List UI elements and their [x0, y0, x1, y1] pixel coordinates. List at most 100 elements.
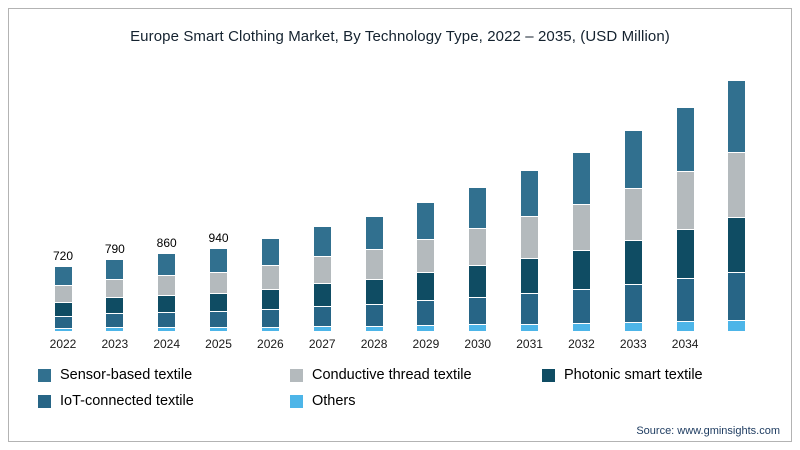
bar-segment-conductive-thread-textile — [158, 276, 176, 295]
bar-segment-photonic-smart-textile — [261, 290, 279, 309]
bar-segment-photonic-smart-textile — [54, 303, 72, 316]
bar-value-label: 940 — [208, 231, 229, 245]
bar-segment-conductive-thread-textile — [313, 257, 331, 283]
bar-segment-iot-connected-textile — [624, 285, 642, 322]
bar-segment-sensor-based-textile — [676, 108, 694, 171]
bar-segment-others — [106, 328, 124, 331]
x-axis: 2022 2023 2024 2025 2026 2027 2028 2029 2030 2031… — [45, 337, 755, 351]
bar-segment-iot-connected-textile — [261, 310, 279, 327]
bar-segment-others — [676, 322, 694, 331]
bar-segment-photonic-smart-textile — [728, 218, 746, 272]
bar-segment-others — [469, 325, 487, 331]
bar-2031 — [512, 171, 548, 331]
bar-2024: 860 — [149, 236, 185, 331]
bar-segment-conductive-thread-textile — [417, 240, 435, 272]
bar-segment-iot-connected-textile — [210, 312, 228, 327]
bar-segment-iot-connected-textile — [365, 305, 383, 326]
bar-value-label: 860 — [156, 236, 177, 250]
legend-label: Others — [312, 393, 356, 409]
legend-swatch-iot-connected-textile — [38, 394, 51, 408]
bar-2033 — [615, 131, 651, 331]
bar-segment-photonic-smart-textile — [676, 230, 694, 278]
bar-segment-photonic-smart-textile — [572, 251, 590, 289]
bar-segment-others — [417, 326, 435, 331]
legend-item-iot-connected-textile: IoT-connected textile — [38, 393, 290, 409]
bar-segment-sensor-based-textile — [261, 239, 279, 265]
bar-segment-photonic-smart-textile — [521, 259, 539, 293]
bar-segment-others — [728, 321, 746, 331]
bar-segment-photonic-smart-textile — [106, 298, 124, 313]
plot-area: 720 790 860 940 — [45, 71, 755, 331]
source-credit: Source: www.gminsights.com — [636, 425, 780, 437]
bar-segment-conductive-thread-textile — [676, 172, 694, 229]
bar-segment-iot-connected-textile — [417, 301, 435, 325]
bar-segment-conductive-thread-textile — [469, 229, 487, 265]
bar-segment-photonic-smart-textile — [469, 266, 487, 297]
bar-value-label: 790 — [104, 242, 125, 256]
legend-item-photonic-smart-textile: Photonic smart textile — [542, 367, 800, 383]
bar-2028 — [356, 217, 392, 331]
legend-swatch-others — [290, 394, 303, 408]
x-tick-label: 2022 — [49, 337, 77, 351]
bar-2026 — [252, 239, 288, 331]
legend: Sensor-based textile Conductive thread te… — [38, 367, 800, 409]
bar-value-label: 720 — [52, 249, 74, 263]
bar-segment-sensor-based-textile — [158, 254, 176, 275]
bar-segment-iot-connected-textile — [469, 298, 487, 324]
bar-segment-sensor-based-textile — [624, 131, 642, 188]
bar-segment-conductive-thread-textile — [365, 250, 383, 279]
bar-segment-sensor-based-textile — [365, 217, 383, 249]
bar-segment-sensor-based-textile — [572, 153, 590, 204]
bar-segment-conductive-thread-textile — [261, 266, 279, 289]
bar-segment-sensor-based-textile — [54, 267, 72, 285]
bar-2023: 790 — [97, 242, 133, 331]
bar-segment-photonic-smart-textile — [365, 280, 383, 304]
bar-segment-sensor-based-textile — [313, 227, 331, 256]
bar-segment-others — [210, 328, 228, 331]
bar-2029 — [408, 203, 444, 331]
bar-segment-sensor-based-textile — [469, 188, 487, 228]
bar-segment-sensor-based-textile — [106, 260, 124, 279]
bar-segment-others — [54, 329, 72, 331]
bar-segment-others — [521, 325, 539, 331]
bar-segment-photonic-smart-textile — [417, 273, 435, 300]
x-tick-label: 2024 — [153, 337, 181, 351]
bar-segment-iot-connected-textile — [158, 313, 176, 327]
bar-segment-sensor-based-textile — [210, 249, 228, 272]
legend-item-sensor-based-textile: Sensor-based textile — [38, 367, 290, 383]
legend-label: Photonic smart textile — [564, 367, 703, 383]
bar-segment-iot-connected-textile — [313, 307, 331, 326]
bar-segment-photonic-smart-textile — [313, 284, 331, 306]
bar-segment-sensor-based-textile — [417, 203, 435, 239]
x-tick-label — [719, 337, 755, 351]
bar-segment-photonic-smart-textile — [210, 294, 228, 311]
bar-segment-others — [624, 323, 642, 331]
x-tick-label: 2034 — [671, 337, 699, 351]
bar-segment-others — [158, 328, 176, 331]
bar-segment-iot-connected-textile — [676, 279, 694, 321]
legend-item-conductive-thread-textile: Conductive thread textile — [290, 367, 542, 383]
x-tick-label: 2028 — [360, 337, 388, 351]
bar-segment-photonic-smart-textile — [624, 241, 642, 284]
bar-segment-conductive-thread-textile — [210, 273, 228, 293]
x-tick-label: 2025 — [205, 337, 232, 351]
x-tick-label: 2023 — [101, 337, 129, 351]
x-tick-label: 2032 — [568, 337, 595, 351]
bar-segment-conductive-thread-textile — [572, 205, 590, 250]
bar-segment-iot-connected-textile — [54, 317, 72, 328]
bar-segment-others — [313, 327, 331, 331]
bar-segment-others — [572, 324, 590, 331]
legend-label: IoT-connected textile — [60, 393, 194, 409]
x-tick-label: 2026 — [257, 337, 284, 351]
bar-segment-iot-connected-textile — [572, 290, 590, 323]
bar-segment-conductive-thread-textile — [106, 280, 124, 297]
bar-2025: 940 — [201, 231, 237, 331]
chart-title: Europe Smart Clothing Market, By Technol… — [130, 28, 670, 45]
bar-segment-conductive-thread-textile — [521, 217, 539, 258]
x-tick-label: 2029 — [412, 337, 440, 351]
legend-swatch-sensor-based-textile — [38, 368, 51, 382]
legend-label: Sensor-based textile — [60, 367, 193, 383]
legend-label: Conductive thread textile — [312, 367, 472, 383]
bar-segment-others — [261, 328, 279, 331]
